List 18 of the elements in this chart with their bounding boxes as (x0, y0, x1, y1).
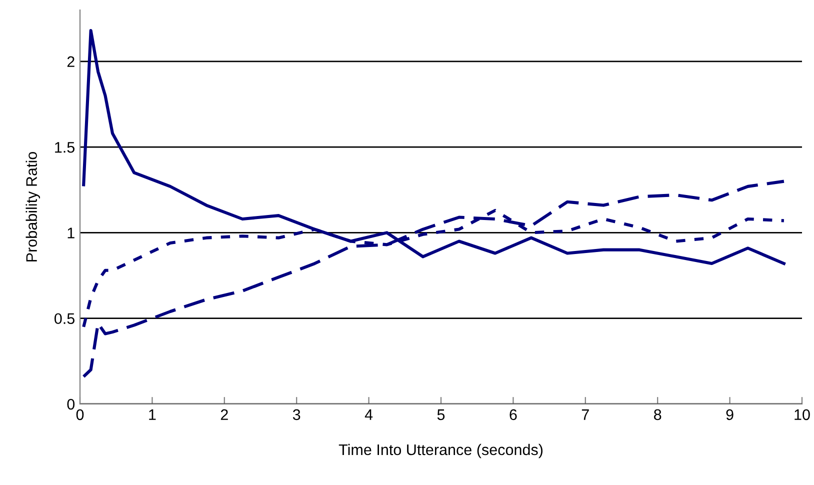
x-tick-label: 7 (582, 409, 589, 420)
y-tick-label: 0.5 (54, 313, 74, 324)
x-tick-label: 9 (726, 409, 734, 420)
x-tick-label: 4 (364, 409, 373, 420)
x-tick-label: 5 (437, 409, 445, 420)
y-tick-label: 2 (67, 56, 74, 67)
x-tick-label: 2 (220, 409, 228, 420)
y-tick-label: 1 (68, 228, 74, 238)
y-axis-title: Probability Ratio (26, 152, 40, 262)
x-tick-label: 10 (794, 409, 810, 420)
x-tick-label: 1 (149, 409, 156, 420)
y-tick-label: 1.5 (55, 142, 74, 153)
x-tick-label: 3 (292, 409, 300, 420)
x-tick-label: 8 (654, 409, 662, 420)
x-axis-title: Time Into Utterance (seconds) (338, 444, 543, 458)
y-tick-label: 0 (67, 398, 75, 410)
x-tick-label: 6 (510, 409, 517, 420)
x-tick-label: 0 (76, 409, 84, 420)
